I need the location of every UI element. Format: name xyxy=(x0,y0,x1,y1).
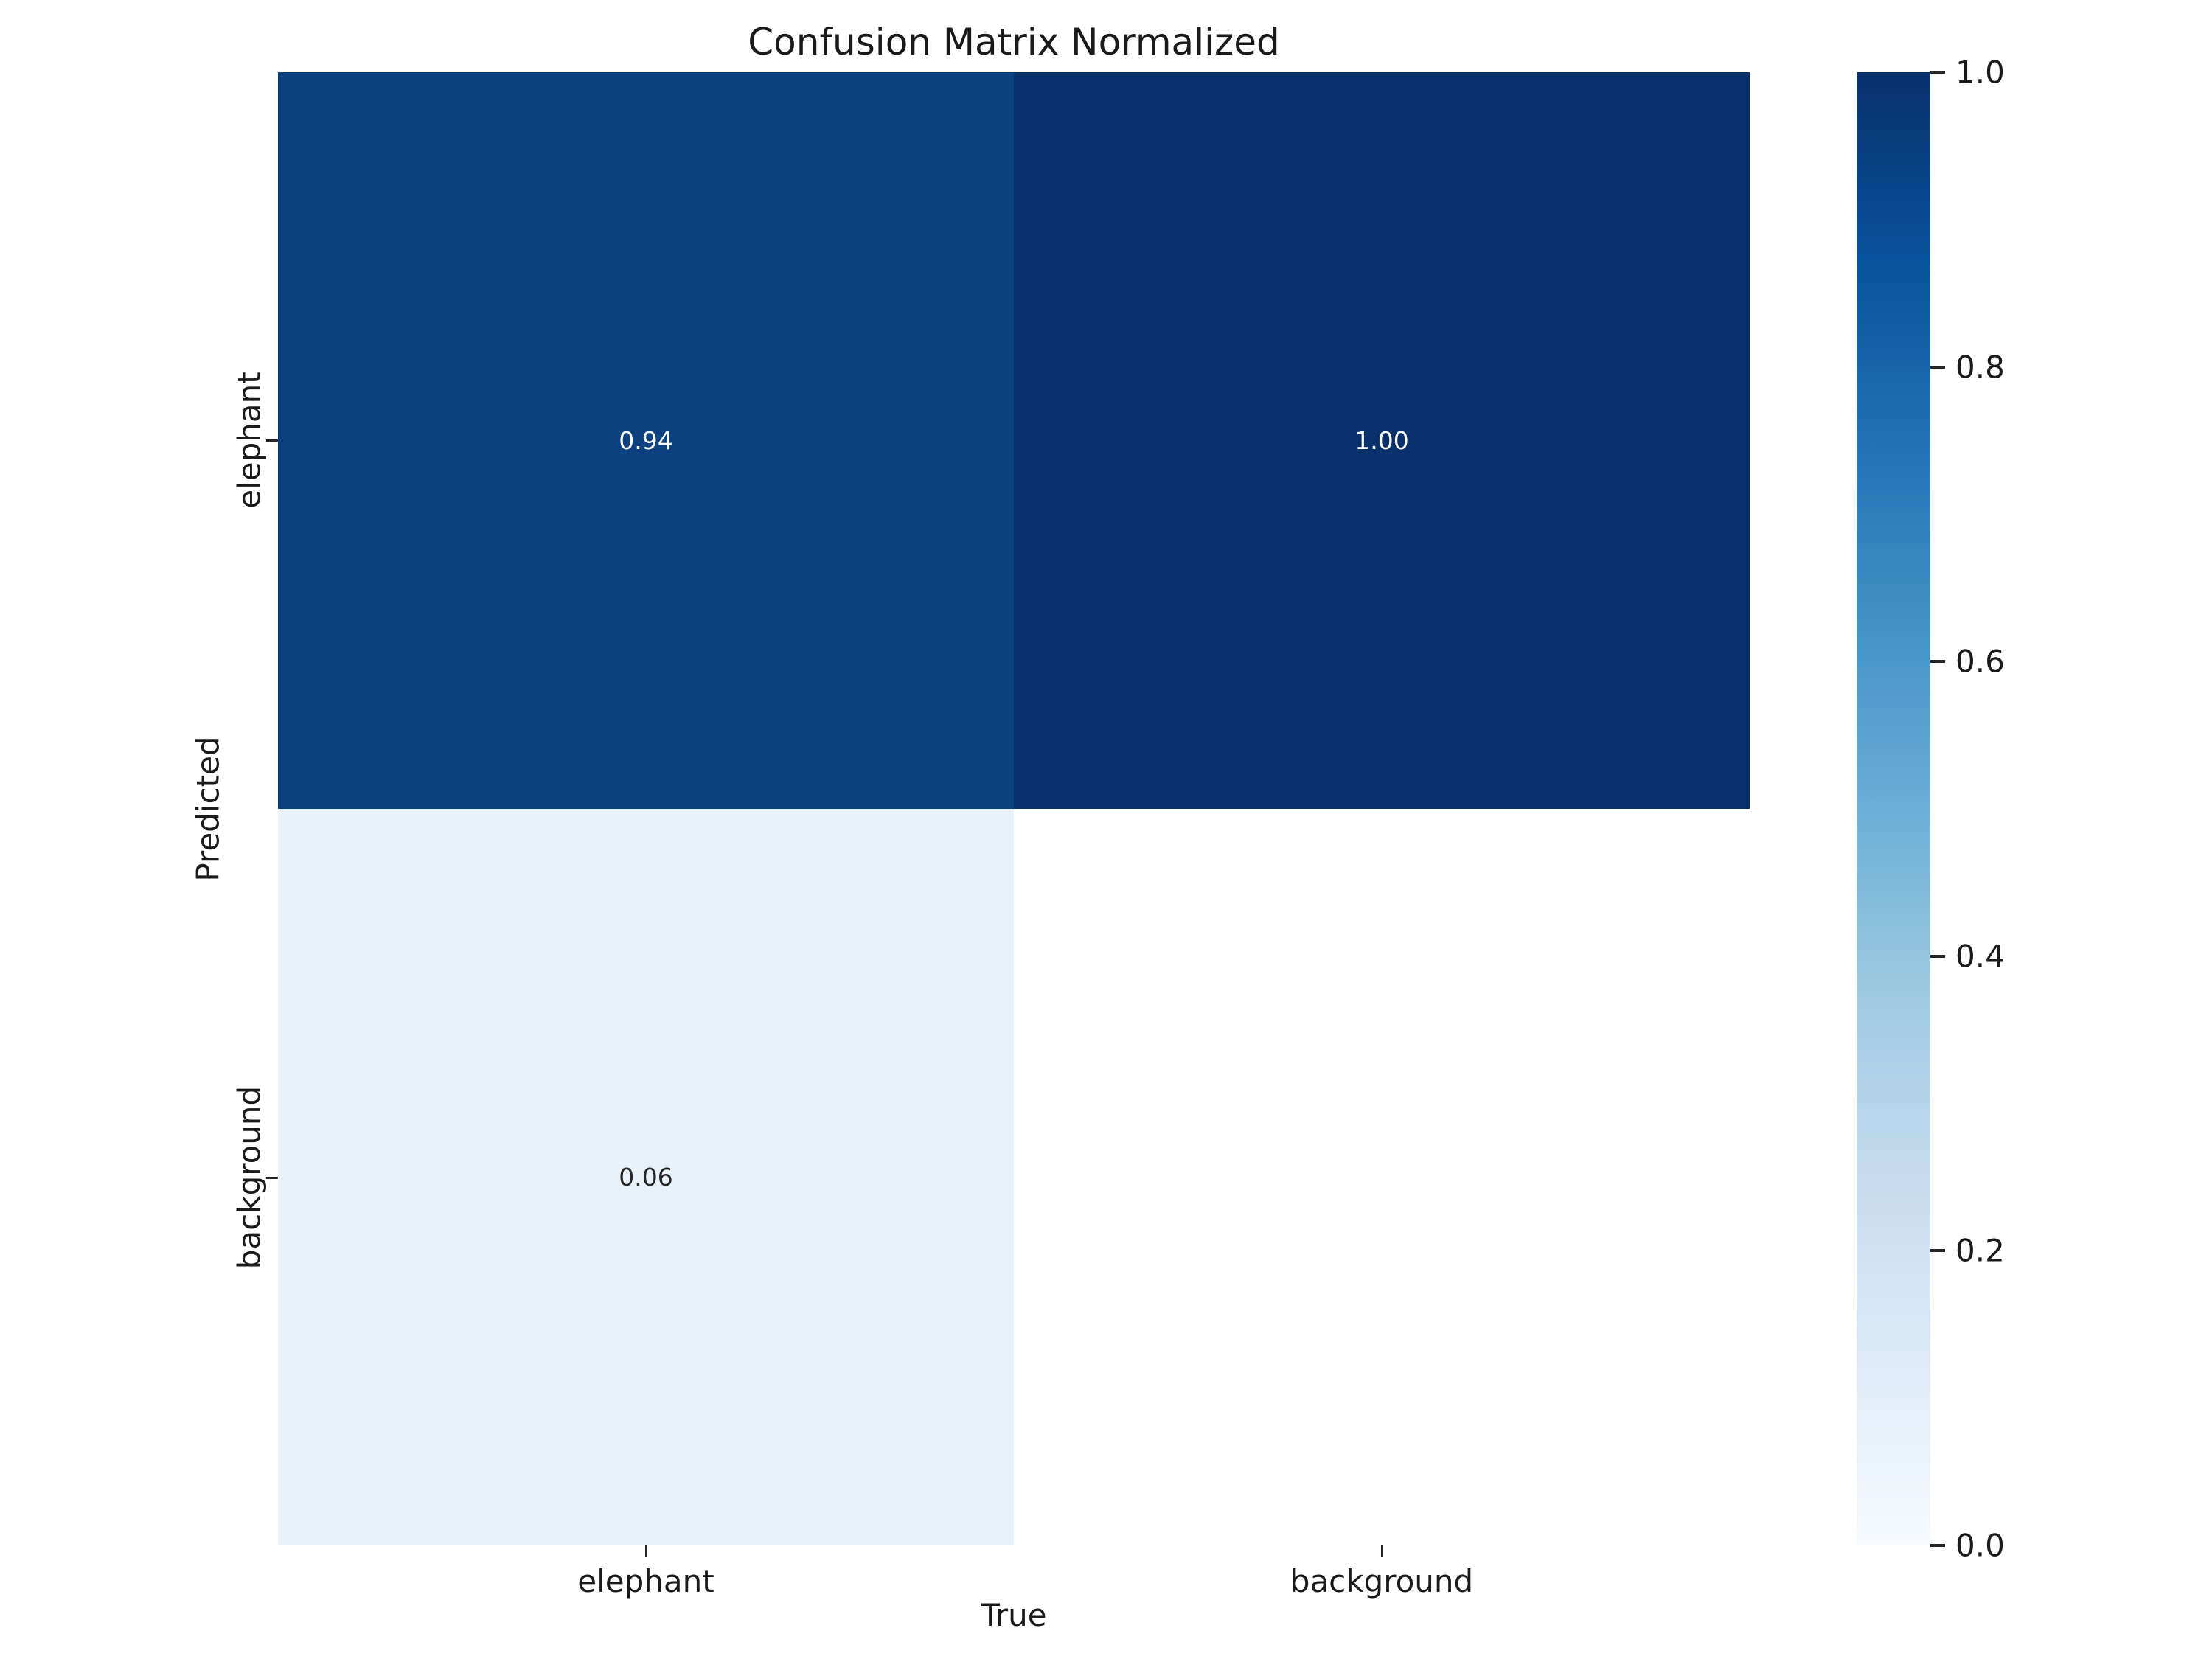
y-axis-label: Predicted xyxy=(189,736,226,882)
x-axis-label: True xyxy=(981,1597,1047,1633)
colorbar-tick-mark xyxy=(1930,1544,1945,1547)
y-tick-label-elephant: elephant xyxy=(231,372,268,509)
heatmap-cell-pred-elephant-true-elephant: 0.94 xyxy=(278,72,1014,809)
heatmap: 0.94 1.00 0.06 xyxy=(278,72,1750,1545)
colorbar-tick-label: 1.0 xyxy=(1955,54,2005,91)
heatmap-cell-pred-background-true-background xyxy=(1014,809,1750,1545)
colorbar-tick-mark xyxy=(1930,366,1945,369)
colorbar-tick-label: 0.4 xyxy=(1955,938,2005,975)
colorbar-tick-mark xyxy=(1930,71,1945,74)
x-tick-mark-elephant xyxy=(645,1545,647,1557)
colorbar-tick-label: 0.8 xyxy=(1955,349,2005,386)
cell-value: 1.00 xyxy=(1354,426,1409,455)
colorbar-tick-mark xyxy=(1930,955,1945,958)
x-tick-mark-background xyxy=(1381,1545,1383,1557)
heatmap-cell-pred-background-true-elephant: 0.06 xyxy=(278,809,1014,1545)
colorbar-gradient xyxy=(1857,72,1930,1545)
cell-value: 0.06 xyxy=(619,1163,673,1192)
cell-value: 0.94 xyxy=(619,426,673,455)
y-tick-mark-background xyxy=(266,1177,278,1179)
colorbar-tick-label: 0.6 xyxy=(1955,643,2005,680)
colorbar-tick-label: 0.2 xyxy=(1955,1232,2005,1269)
colorbar-tick-mark xyxy=(1930,1249,1945,1252)
colorbar-tick-label: 0.0 xyxy=(1955,1527,2005,1564)
x-tick-label-elephant: elephant xyxy=(577,1563,714,1599)
x-tick-label-background: background xyxy=(1290,1563,1474,1599)
y-tick-label-background: background xyxy=(231,1085,268,1270)
y-tick-mark-elephant xyxy=(266,439,278,442)
chart-title: Confusion Matrix Normalized xyxy=(748,21,1280,63)
colorbar-tick-mark xyxy=(1930,660,1945,663)
heatmap-cell-pred-elephant-true-background: 1.00 xyxy=(1014,72,1750,809)
